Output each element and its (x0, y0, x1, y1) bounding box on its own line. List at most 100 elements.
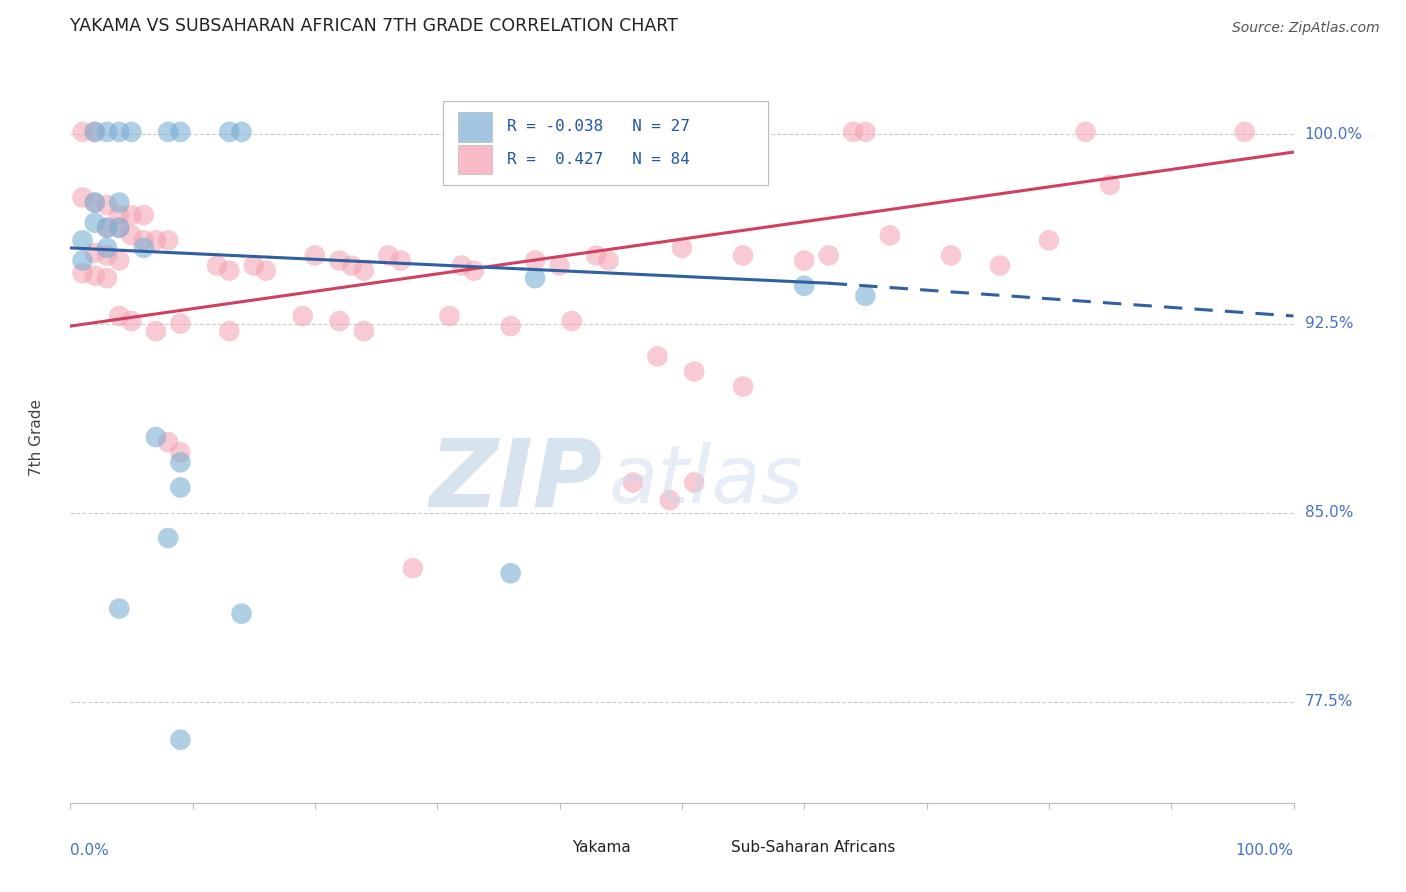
Text: 85.0%: 85.0% (1305, 505, 1353, 520)
Point (96, 271, 118, 285)
Point (817, 248, 839, 262)
Text: Yakama: Yakama (572, 840, 630, 855)
Point (132, 233, 155, 247)
Point (169, 445, 191, 459)
FancyBboxPatch shape (443, 101, 768, 185)
Point (96, 248, 118, 262)
Point (108, 253, 131, 268)
Point (96, 125, 118, 139)
Point (83, 268, 105, 283)
Point (402, 561, 425, 575)
Point (169, 481, 191, 495)
Point (793, 253, 815, 268)
Point (561, 314, 583, 328)
Point (855, 289, 877, 303)
Point (879, 228, 901, 243)
Point (157, 435, 180, 450)
Point (83, 125, 105, 139)
Point (793, 278, 815, 293)
FancyBboxPatch shape (536, 836, 562, 859)
Point (377, 248, 399, 262)
Point (328, 253, 350, 268)
Point (96, 220, 118, 235)
Point (524, 253, 547, 268)
Point (218, 324, 240, 338)
Point (145, 324, 167, 338)
Text: R =  0.427   N = 84: R = 0.427 N = 84 (508, 152, 690, 167)
Point (96, 220, 118, 235)
Text: 77.5%: 77.5% (1305, 694, 1353, 709)
Point (96, 241, 118, 255)
Point (340, 259, 363, 273)
Point (683, 475, 706, 490)
Point (83, 195, 105, 210)
Point (733, 248, 755, 262)
Point (145, 233, 167, 247)
Point (1233, 125, 1256, 139)
Point (328, 314, 350, 328)
Point (108, 208, 131, 222)
Point (231, 125, 253, 139)
Point (72, 266, 94, 280)
Point (254, 263, 277, 277)
Text: 0.0%: 0.0% (70, 843, 110, 858)
Point (1038, 233, 1060, 247)
Point (72, 125, 94, 139)
Point (439, 309, 461, 323)
Point (218, 125, 240, 139)
Point (683, 364, 706, 378)
Point (132, 208, 155, 222)
Point (83, 125, 105, 139)
Text: YAKAMA VS SUBSAHARAN AFRICAN 7TH GRADE CORRELATION CHART: YAKAMA VS SUBSAHARAN AFRICAN 7TH GRADE C… (70, 17, 678, 35)
Point (450, 259, 472, 273)
Point (108, 220, 131, 235)
Point (157, 531, 180, 545)
Point (1099, 178, 1122, 192)
Point (842, 125, 865, 139)
Point (695, 125, 717, 139)
Point (83, 216, 105, 230)
Point (169, 125, 191, 139)
Point (304, 248, 326, 262)
Point (231, 607, 253, 621)
Point (598, 253, 620, 268)
Point (121, 125, 143, 139)
Point (132, 241, 155, 255)
Point (121, 208, 143, 222)
Point (488, 125, 510, 139)
Point (108, 309, 131, 323)
Point (1074, 125, 1097, 139)
Point (658, 493, 681, 508)
Point (733, 379, 755, 393)
Point (96, 198, 118, 212)
FancyBboxPatch shape (458, 112, 492, 142)
Point (548, 259, 571, 273)
FancyBboxPatch shape (458, 145, 492, 174)
FancyBboxPatch shape (695, 836, 721, 859)
Point (83, 246, 105, 260)
Point (121, 314, 143, 328)
Text: 100.0%: 100.0% (1305, 127, 1362, 142)
Point (205, 259, 228, 273)
Point (707, 125, 730, 139)
Point (855, 125, 877, 139)
Point (169, 732, 191, 747)
Point (108, 195, 131, 210)
Point (499, 319, 522, 334)
Point (243, 259, 266, 273)
Point (353, 324, 375, 338)
Point (524, 271, 547, 285)
Text: ZIP: ZIP (429, 435, 602, 527)
Point (988, 259, 1011, 273)
Point (145, 430, 167, 444)
Point (72, 233, 94, 247)
Point (108, 125, 131, 139)
Text: 7th Grade: 7th Grade (28, 399, 44, 475)
Point (218, 263, 240, 277)
Point (169, 455, 191, 469)
Text: R = -0.038   N = 27: R = -0.038 N = 27 (508, 120, 690, 135)
Point (157, 233, 180, 247)
Text: atlas: atlas (609, 442, 803, 520)
Point (499, 125, 522, 139)
Point (389, 253, 412, 268)
